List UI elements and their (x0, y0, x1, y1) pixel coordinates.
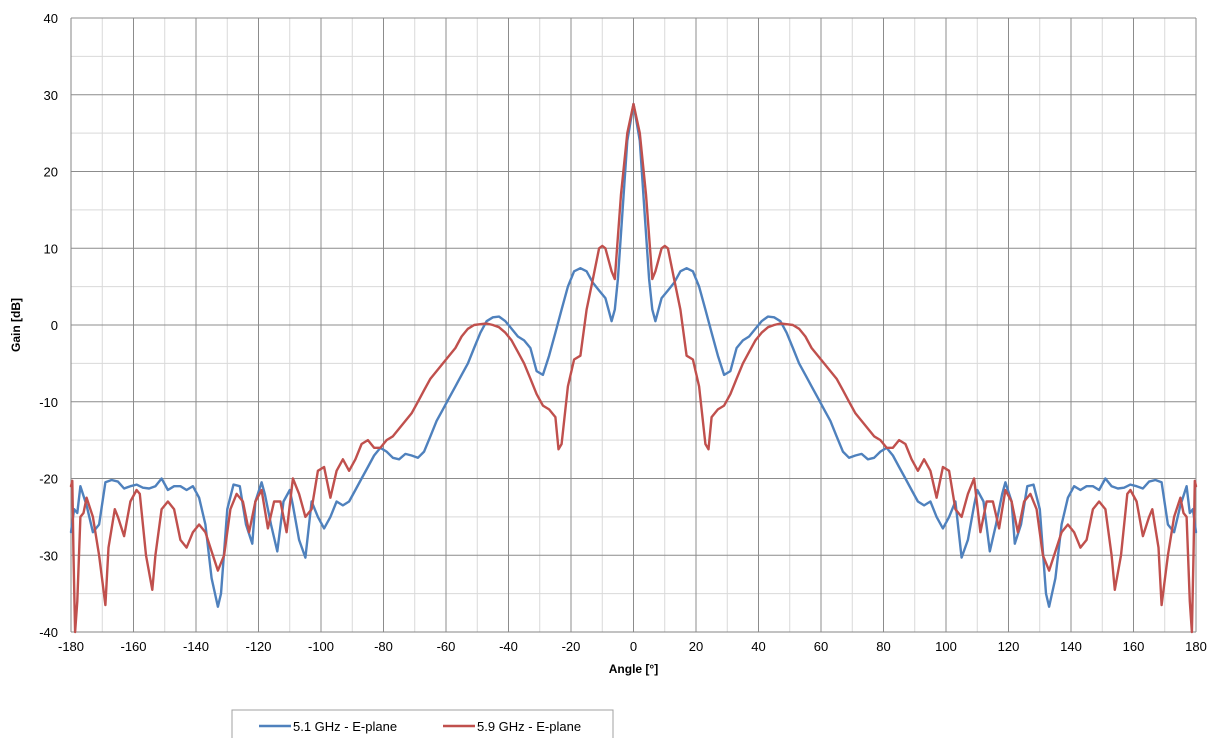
legend-label: 5.9 GHz - E-plane (477, 719, 581, 734)
y-axis-label: Gain [dB] (9, 298, 23, 352)
y-tick-label: -20 (39, 472, 58, 487)
y-tick-label: 0 (51, 318, 58, 333)
x-axis-label: Angle [°] (609, 662, 658, 676)
y-tick-label: 30 (44, 88, 58, 103)
x-tick-label: 20 (689, 639, 703, 654)
y-tick-label: 40 (44, 11, 58, 26)
x-tick-label: 40 (751, 639, 765, 654)
y-tick-label: -30 (39, 548, 58, 563)
y-tick-label: 10 (44, 241, 58, 256)
x-tick-label: -40 (499, 639, 518, 654)
x-tick-label: -120 (245, 639, 271, 654)
x-tick-label: -80 (374, 639, 393, 654)
x-tick-label: 80 (876, 639, 890, 654)
x-tick-label: 0 (630, 639, 637, 654)
y-tick-label: -40 (39, 625, 58, 640)
x-tick-label: -100 (308, 639, 334, 654)
x-tick-label: 120 (998, 639, 1020, 654)
x-tick-label: 160 (1123, 639, 1145, 654)
x-tick-label: -20 (562, 639, 581, 654)
series-group (69, 102, 1198, 634)
legend: 5.1 GHz - E-plane 5.9 GHz - E-plane (231, 709, 614, 743)
grid (70, 17, 1197, 633)
x-tick-label: -140 (183, 639, 209, 654)
y-tick-label: 20 (44, 165, 58, 180)
x-tick-label: 100 (935, 639, 957, 654)
y-tick-label: -10 (39, 395, 58, 410)
axes: -180 -160 -140 -120 -100 -80 -60 -40 -20 0 20 40 60 8… (39, 11, 1207, 654)
x-tick-label: -60 (437, 639, 456, 654)
legend-label: 5.1 GHz - E-plane (293, 719, 397, 734)
x-tick-label: -160 (120, 639, 146, 654)
x-tick-label: -180 (58, 639, 84, 654)
x-tick-label: 180 (1185, 639, 1207, 654)
series-line-2 (69, 102, 1198, 634)
x-tick-label: 60 (814, 639, 828, 654)
x-tick-label: 140 (1060, 639, 1082, 654)
